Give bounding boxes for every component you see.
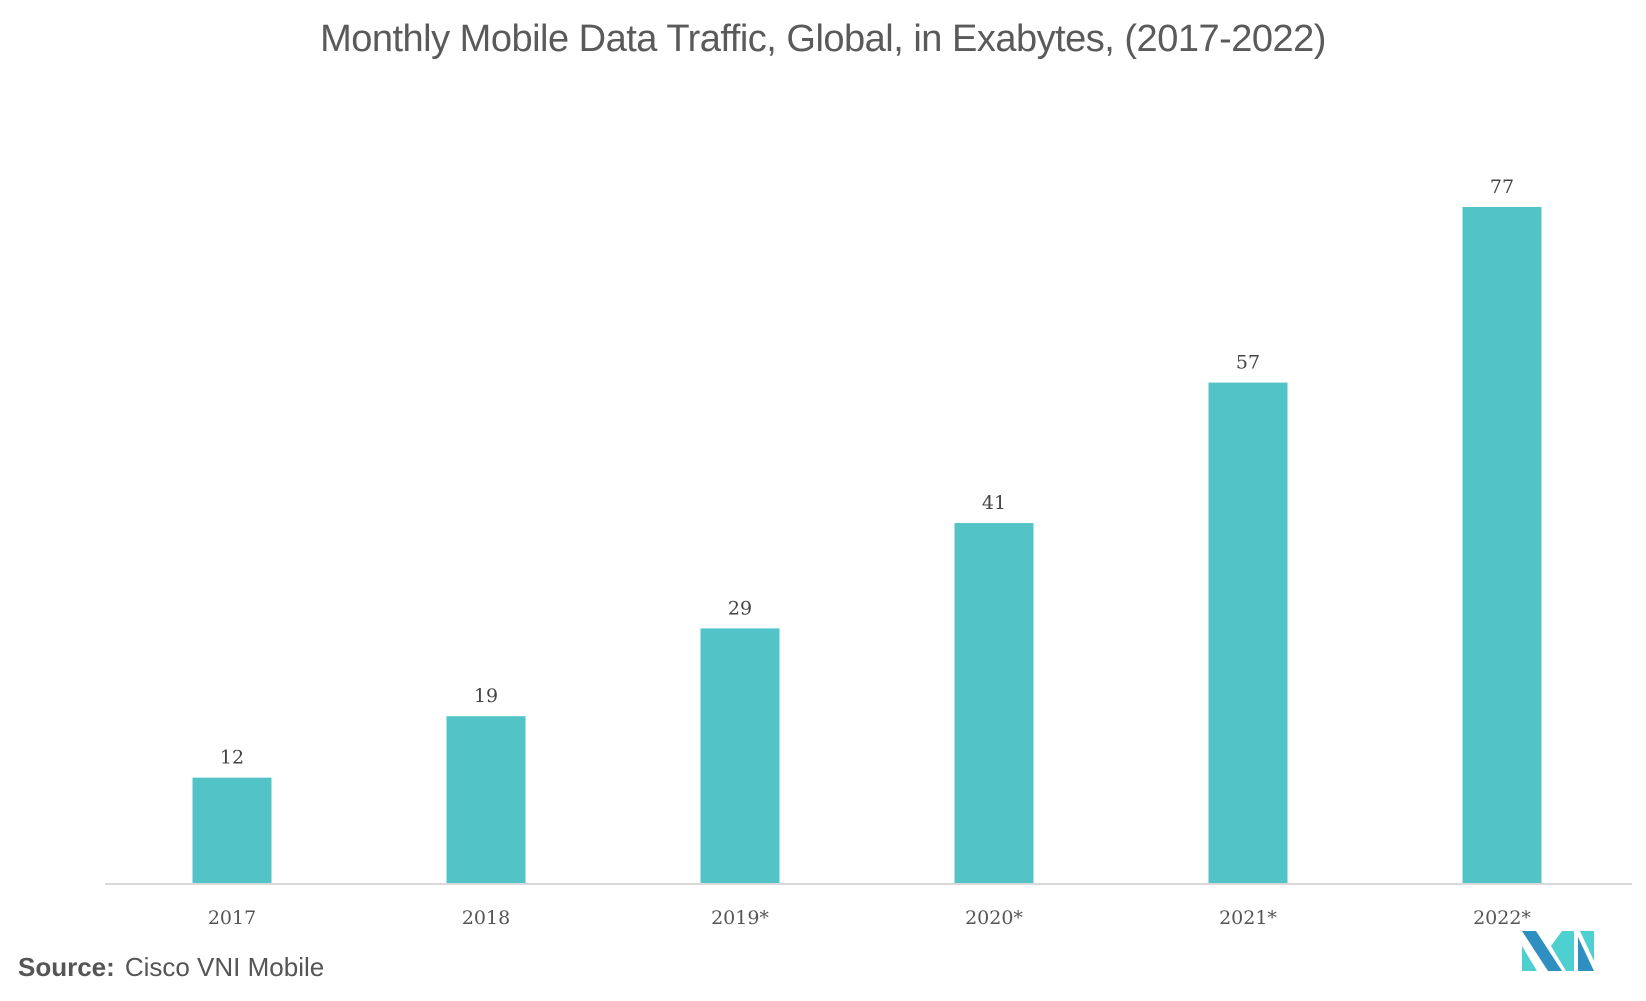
chart-title: Monthly Mobile Data Traffic, Global, in … [320, 18, 1326, 60]
bar-2020 [954, 523, 1034, 883]
x-tick-label-2020: 2020* [965, 907, 1023, 929]
bar-2017 [192, 777, 272, 883]
logo-shape-2 [1522, 946, 1537, 971]
x-tick-label-2021: 2021* [1219, 907, 1277, 929]
source-note: Source: Cisco VNI Mobile [18, 952, 324, 983]
value-label-2019: 29 [728, 597, 752, 619]
source-text: Cisco VNI Mobile [124, 952, 325, 982]
bar-2022 [1462, 207, 1542, 883]
value-label-2020: 41 [982, 492, 1006, 514]
value-labels-group: 12 19 29 41 57 77 [220, 176, 1514, 769]
logo-shape-3 [1551, 931, 1574, 971]
value-label-2022: 77 [1490, 176, 1514, 198]
x-tick-labels-group: 2017 2018 2019* 2020* 2021* 2022* [208, 907, 1532, 929]
value-label-2021: 57 [1236, 352, 1260, 374]
x-tick-label-2017: 2017 [208, 907, 256, 929]
bar-2018 [446, 716, 526, 883]
bar-2021 [1208, 382, 1288, 883]
bars-group [192, 207, 1542, 883]
bar-2019 [700, 628, 780, 883]
logo-shape-5 [1580, 931, 1594, 961]
value-label-2018: 19 [474, 685, 498, 707]
source-label: Source: [18, 952, 115, 982]
logo-shape-4 [1578, 937, 1594, 971]
logo-shape-1 [1522, 931, 1562, 971]
value-label-2017: 12 [220, 747, 244, 769]
mordor-intelligence-logo-icon [1522, 931, 1594, 971]
x-tick-label-2022: 2022* [1473, 907, 1531, 929]
x-tick-label-2018: 2018 [462, 907, 510, 929]
x-tick-label-2019: 2019* [711, 907, 769, 929]
